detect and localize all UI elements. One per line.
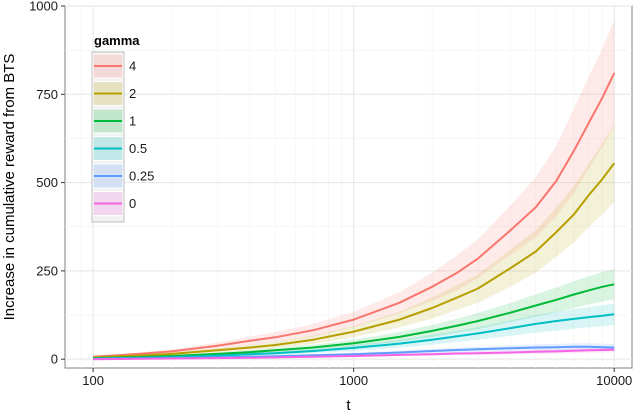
legend-title: gamma [94,33,140,48]
series-line-0_5 [93,313,615,360]
confidence-band-2 [93,124,615,358]
x-tick-label: 10000 [596,373,632,388]
series-line-1 [93,283,615,360]
legend: gamma 4 2 1 0.5 0.25 0 [91,33,154,223]
x-tick-label: 100 [82,373,104,388]
legend-label: 0.5 [129,141,147,156]
y-tick-label: 0 [51,352,58,367]
y-tick-label: 750 [36,87,58,102]
confidence-band-1 [93,269,615,359]
series-line-4 [93,72,616,358]
plot-border [64,5,633,369]
legend-label: 0.25 [129,169,154,184]
series-line-2 [93,162,616,359]
y-tick-label: 250 [36,263,58,278]
x-tick-label: 1000 [339,373,368,388]
y-axis-title: Increase in cumulative reward from BTS [1,54,18,321]
plot-panel [64,5,633,369]
y-tick-label: 1000 [29,0,58,14]
series-lines [93,72,616,361]
y-tick-label: 500 [36,175,58,190]
confidence-band-0_25 [93,343,615,360]
axes: 100 1000 10000 0 250 500 750 1000 [29,0,632,388]
series-line-0 [93,348,615,361]
confidence-band-4 [93,20,615,358]
legend-label: 1 [129,114,136,129]
legend-label: 4 [129,59,136,74]
legend-label: 0 [129,196,136,211]
legend-label: 2 [129,86,136,101]
x-axis-title: t [346,397,351,414]
